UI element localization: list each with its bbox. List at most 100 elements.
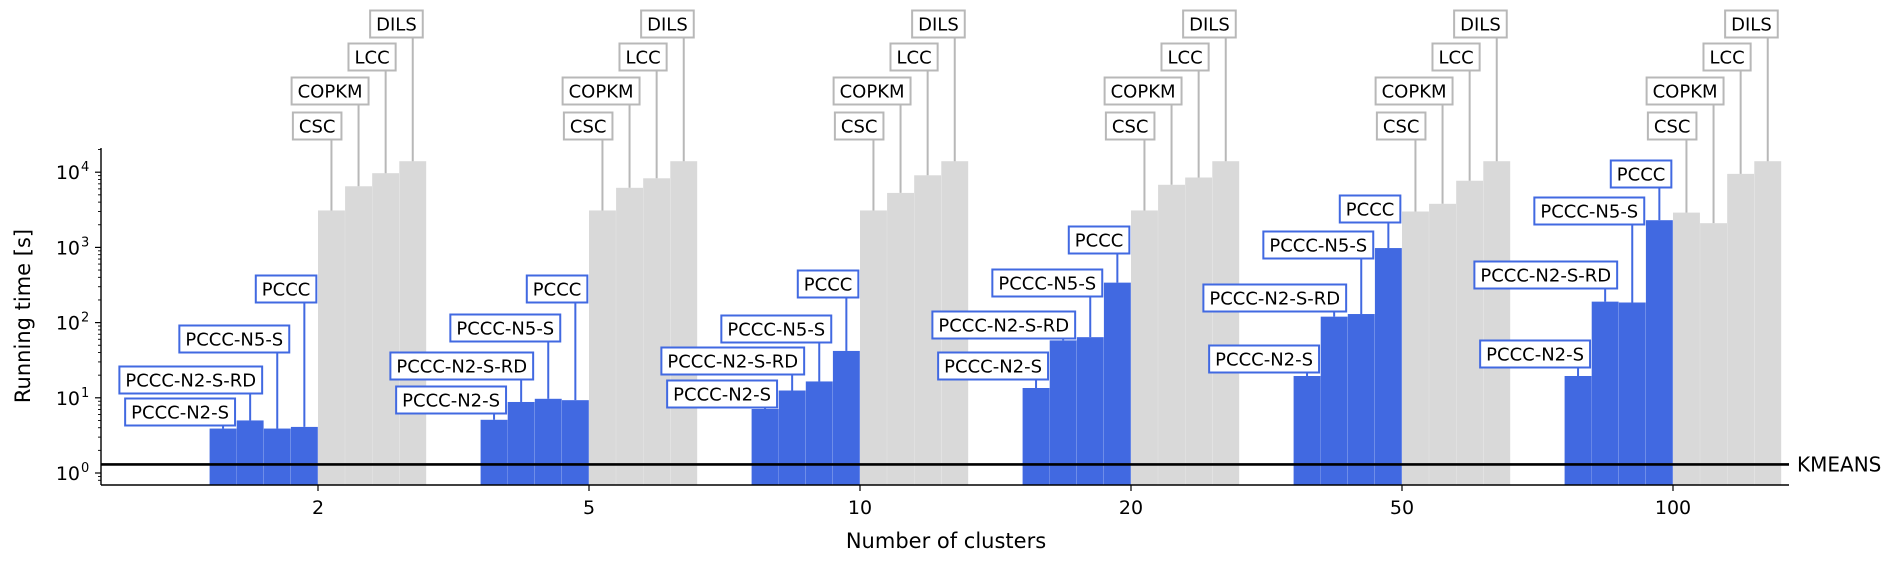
bar-pccc-n2-s-rd-k20 bbox=[1049, 340, 1077, 485]
bar-label-text: PCCC-N2-S bbox=[131, 403, 229, 424]
bar-label-dils-k100: DILS bbox=[1724, 9, 1779, 39]
bar-dils-k2 bbox=[399, 161, 427, 485]
bar-label-text: PCCC-N5-S bbox=[1540, 202, 1638, 223]
bar-label-box bbox=[389, 351, 535, 381]
bar-label-text: PCCC-N2-S-RD bbox=[396, 357, 527, 378]
bar-label-box bbox=[1067, 225, 1131, 255]
bar-label-pccc-n2-s-k2: PCCC-N2-S bbox=[124, 397, 237, 427]
bar-label-text: PCCC-N2-S bbox=[673, 385, 771, 406]
x-tick-label: 50 bbox=[1390, 497, 1414, 519]
y-tick-exponent: 3 bbox=[81, 235, 89, 250]
bar-label-copkm-k10: COPKM bbox=[832, 76, 912, 106]
bar-copkm-k50 bbox=[1429, 203, 1456, 485]
bar-label-box bbox=[254, 274, 318, 304]
bar-label-pccc-n2-s-rd-k10: PCCC-N2-S-RD bbox=[660, 346, 806, 376]
bar-copkm-k20 bbox=[1158, 184, 1185, 485]
bar-label-text: LCC bbox=[354, 48, 389, 69]
bar-label-text: CSC bbox=[841, 117, 878, 138]
bar-label-box bbox=[562, 111, 614, 141]
bar-label-pccc-n2-s-rd-k20: PCCC-N2-S-RD bbox=[931, 310, 1077, 340]
bar-label-text: PCCC-N5-S bbox=[456, 319, 554, 340]
bar-label-text: LCC bbox=[1709, 48, 1744, 69]
bar-label-text: CSC bbox=[299, 117, 336, 138]
bar-label-pccc-n2-s-k5: PCCC-N2-S bbox=[395, 385, 508, 415]
y-tick-exponent: 2 bbox=[81, 311, 89, 326]
y-tick-label: 10 bbox=[56, 463, 80, 485]
kmeans-reference-label: KMEANS bbox=[1797, 452, 1881, 476]
bar-pccc-n2-s-k5 bbox=[480, 419, 508, 485]
bar-label-pccc-k100: PCCC bbox=[1609, 159, 1673, 189]
bar-lcc-k5 bbox=[643, 178, 671, 485]
bar-label-lcc-k20: LCC bbox=[1160, 42, 1210, 72]
bar-label-box bbox=[525, 274, 589, 304]
bar-copkm-k10 bbox=[887, 192, 914, 485]
bars-layer bbox=[209, 161, 1782, 486]
bar-label-text: LCC bbox=[896, 48, 931, 69]
bar-csc-k20 bbox=[1131, 210, 1158, 486]
bar-label-copkm-k20: COPKM bbox=[1103, 76, 1183, 106]
bar-label-box bbox=[1533, 196, 1646, 226]
y-tick-label: 10 bbox=[56, 237, 80, 259]
bar-label-box bbox=[1724, 9, 1779, 39]
bar-labels-layer: PCCC-N2-S PCCC-N2-S-RD PCCC-N5-S PCCC CSC COP… bbox=[118, 9, 1779, 427]
bar-label-box bbox=[369, 9, 424, 39]
x-ticks-layer: 2 5 10 20 50 100 bbox=[312, 485, 1691, 519]
bar-label-text: CSC bbox=[1112, 117, 1149, 138]
bar-label-pccc-n5-s-k20: PCCC-N5-S bbox=[991, 268, 1104, 298]
bar-label-text: DILS bbox=[376, 15, 417, 36]
bar-pccc-k2 bbox=[290, 426, 318, 485]
bar-label-csc-k10: CSC bbox=[833, 111, 885, 141]
bar-pccc-n2-s-k50 bbox=[1293, 375, 1321, 485]
bar-label-text: CSC bbox=[570, 117, 607, 138]
bar-label-text: PCCC-N2-S-RD bbox=[1480, 266, 1611, 287]
bar-label-box bbox=[833, 111, 885, 141]
bar-label-pccc-n2-s-rd-k2: PCCC-N2-S-RD bbox=[118, 365, 264, 395]
bar-lcc-k2 bbox=[372, 173, 400, 485]
bar-label-box bbox=[395, 385, 508, 415]
bar-label-box bbox=[931, 310, 1077, 340]
bar-label-box bbox=[1262, 230, 1375, 260]
bar-label-box bbox=[118, 365, 264, 395]
bar-label-box bbox=[1473, 260, 1619, 290]
bar-label-box bbox=[1202, 283, 1348, 313]
bar-label-copkm-k5: COPKM bbox=[561, 76, 641, 106]
bar-copkm-k100 bbox=[1700, 223, 1727, 485]
bar-label-box bbox=[1453, 9, 1508, 39]
bar-label-text: PCCC-N2-S bbox=[1215, 350, 1313, 371]
bar-pccc-n5-s-k100 bbox=[1618, 302, 1646, 485]
bar-pccc-n2-s-rd-k100 bbox=[1591, 301, 1619, 485]
bar-pccc-n2-s-rd-k50 bbox=[1320, 316, 1348, 485]
bar-pccc-k5 bbox=[561, 400, 589, 485]
bar-label-csc-k50: CSC bbox=[1375, 111, 1427, 141]
bar-label-lcc-k10: LCC bbox=[889, 42, 939, 72]
y-tick-exponent: 0 bbox=[81, 461, 89, 476]
y-axis-label: Running time [s] bbox=[11, 229, 35, 403]
bar-pccc-k20 bbox=[1103, 282, 1131, 485]
bar-label-pccc-n2-s-rd-k50: PCCC-N2-S-RD bbox=[1202, 283, 1348, 313]
bar-label-pccc-n2-s-k20: PCCC-N2-S bbox=[937, 351, 1050, 381]
bar-label-csc-k5: CSC bbox=[562, 111, 614, 141]
bar-label-box bbox=[720, 314, 833, 344]
bar-csc-k5 bbox=[589, 210, 616, 486]
bar-label-box bbox=[1375, 111, 1427, 141]
bar-label-box bbox=[1479, 339, 1592, 369]
bar-label-text: PCCC-N2-S bbox=[944, 357, 1042, 378]
bar-label-pccc-n2-s-rd-k100: PCCC-N2-S-RD bbox=[1473, 260, 1619, 290]
bar-csc-k2 bbox=[318, 210, 345, 486]
bar-label-text: PCCC-N2-S bbox=[402, 391, 500, 412]
bar-csc-k50 bbox=[1402, 211, 1429, 485]
bar-label-box bbox=[666, 379, 779, 409]
bar-label-box bbox=[1338, 194, 1402, 224]
bar-label-box bbox=[1609, 159, 1673, 189]
bar-label-text: PCCC-N5-S bbox=[998, 274, 1096, 295]
bar-label-pccc-n5-s-k10: PCCC-N5-S bbox=[720, 314, 833, 344]
bar-label-pccc-n5-s-k50: PCCC-N5-S bbox=[1262, 230, 1375, 260]
bar-label-text: PCCC-N5-S bbox=[1269, 236, 1367, 257]
bar-label-text: CSC bbox=[1654, 117, 1691, 138]
bar-label-box bbox=[178, 324, 291, 354]
x-tick-label: 5 bbox=[583, 497, 595, 519]
bar-label-pccc-k50: PCCC bbox=[1338, 194, 1402, 224]
bar-label-text: PCCC-N5-S bbox=[185, 330, 283, 351]
